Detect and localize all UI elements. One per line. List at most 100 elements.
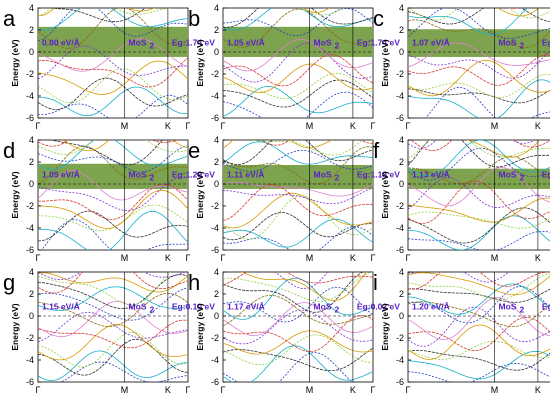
xtick-label: Γ: [221, 385, 226, 395]
xtick-label: Γ: [406, 253, 411, 263]
gap-label: Eg:0.84 eV: [542, 170, 550, 180]
ytick-label: 2: [399, 25, 404, 35]
ytick-label: 4: [29, 135, 34, 145]
xtick-label: K: [350, 385, 356, 395]
ytick-label: -6: [396, 113, 404, 123]
xtick-label: K: [535, 253, 541, 263]
band-line: [408, 215, 550, 250]
ytick-label: 2: [29, 157, 34, 167]
ytick-label: -6: [211, 245, 219, 255]
band-line: [223, 226, 373, 250]
gap-band: [408, 29, 550, 57]
band-line: [408, 50, 550, 79]
panel-letter: c: [373, 6, 384, 31]
band-line: [38, 324, 188, 361]
material-label: MoS: [499, 170, 517, 180]
ytick-label: 4: [214, 135, 219, 145]
band-line: [38, 301, 188, 338]
y-axis-label: Energy (eV): [10, 171, 20, 218]
y-axis-label: Energy (eV): [195, 39, 205, 86]
band-line: [223, 54, 373, 87]
material-label: MoS: [314, 302, 332, 312]
ytick-label: 0: [214, 47, 219, 57]
ytick-label: -6: [211, 377, 219, 387]
bands-group: [38, 272, 188, 382]
panel-letter: a: [3, 6, 16, 31]
ytick-label: 0: [29, 179, 34, 189]
band-line: [408, 88, 550, 104]
band-line: [408, 140, 550, 177]
band-line: [38, 272, 187, 281]
band-line: [408, 288, 550, 303]
ytick-label: -2: [396, 69, 404, 79]
xtick-label: Γ: [36, 121, 41, 131]
band-line: [223, 302, 373, 337]
xtick-label: Γ: [371, 253, 376, 263]
xtick-label: K: [535, 385, 541, 395]
ytick-label: 4: [29, 3, 34, 13]
band-line: [240, 272, 368, 301]
band-line: [61, 140, 188, 152]
band-line: [223, 79, 373, 108]
ytick-label: -4: [396, 355, 404, 365]
ytick-label: -6: [211, 113, 219, 123]
material-label: MoS: [129, 38, 147, 48]
y-axis-label: Energy (eV): [10, 39, 20, 86]
band-line: [38, 77, 188, 110]
plot-frame: [222, 271, 374, 383]
ytick-label: 0: [29, 47, 34, 57]
band-line: [223, 187, 373, 205]
ytick-label: 2: [29, 289, 34, 299]
band-line: [38, 338, 188, 376]
band-line: [223, 63, 373, 93]
band-line: [408, 324, 550, 360]
ytick-label: -2: [211, 333, 219, 343]
ytick-label: 2: [214, 157, 219, 167]
material-subscript: 2: [520, 173, 525, 183]
y-axis-label: Energy (eV): [195, 303, 205, 350]
xtick-label: M: [121, 253, 129, 263]
plot-frame: [407, 139, 550, 251]
gap-label: Eg:0.02 eV: [357, 302, 400, 312]
gap-band: [223, 164, 373, 189]
ytick-label: 0: [399, 311, 404, 321]
ytick-label: -6: [26, 377, 34, 387]
xtick-label: Γ: [371, 385, 376, 395]
band-line: [38, 319, 188, 349]
gap-label: Eg:1.74 eV: [172, 38, 215, 48]
strain-label: 1.17 eV/Å: [227, 302, 265, 312]
xtick-label: K: [350, 253, 356, 263]
ytick-label: 0: [29, 311, 34, 321]
band-line: [59, 361, 188, 382]
strain-label: 1.05 eV/Å: [227, 38, 265, 48]
band-line: [223, 72, 373, 99]
gap-label: Eg:1.74 eV: [357, 38, 400, 48]
band-line: [223, 8, 373, 48]
ytick-label: 2: [399, 289, 404, 299]
material-label: MoS: [129, 170, 147, 180]
panel-letter: h: [188, 270, 200, 295]
band-line: [38, 287, 188, 321]
material-subscript: 2: [335, 305, 340, 315]
material-subscript: 2: [520, 305, 525, 315]
band-line: [223, 195, 373, 240]
ytick-label: 4: [214, 267, 219, 277]
band-line: [223, 140, 373, 165]
band-line: [408, 177, 550, 210]
xtick-label: K: [165, 121, 171, 131]
band-line: [38, 60, 188, 95]
material-subscript: 2: [150, 41, 155, 51]
gap-label: Eg:0.10 eV: [172, 302, 215, 312]
band-line: [38, 176, 188, 212]
band-line: [223, 38, 373, 72]
ytick-label: -4: [26, 91, 34, 101]
band-line: [223, 272, 373, 313]
band-line: [38, 311, 188, 342]
band-line: [38, 210, 188, 242]
band-line: [408, 19, 550, 49]
ytick-label: -4: [396, 91, 404, 101]
